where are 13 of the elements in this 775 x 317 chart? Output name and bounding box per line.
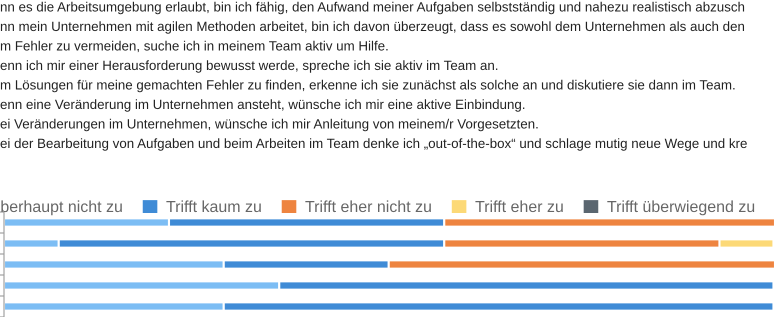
legend-label: Trifft kaum zu [166, 200, 261, 212]
text: nn es die Arbeitsumgebung erlaubt, bin ich fähig, den Aufwand meiner Aufgaben selbstständig und nahezu realistisch abzusch [0, 2, 744, 14]
text: m Fehler zu vermeiden, suche ich in meinem Team aktiv um Hilfe. [0, 40, 388, 52]
legend-label: Trifft eher zu [475, 200, 563, 212]
legend-label: Trifft überwiegend zu [607, 200, 754, 216]
text: nn mein Unternehmen mit agilen Methoden arbeitet, bin ich davon überzeugt, dass es sowohl dem Unternehmen als auch den [0, 21, 744, 34]
legend-label: Trifft eher nicht zu [305, 200, 431, 212]
text: ei der Bearbeitung von Aufgaben und beim Arbeiten im Team denke ich „out-of-the-box“ und schlage mutig neue Wege und kre [0, 138, 747, 151]
text: m Lösungen für meine gemachten Fehler zu finden, erkenne ich sie zunächst als solche an und diskutiere sie dann im Team. [0, 80, 735, 92]
text: enn ich mir einer Herausforderung bewusst werde, spreche ich sie aktiv im Team an. [0, 60, 498, 73]
text: enn eine Veränderung im Unternehmen ansteht, wünsche ich mir eine aktive Einbindung. [0, 99, 524, 112]
series-label: berhaupt nicht zu [1, 200, 122, 216]
text: ei Veränderungen im Unternehmen, wünsche ich mir Anleitung von meinem/r Vorgesetzten. [0, 118, 538, 132]
